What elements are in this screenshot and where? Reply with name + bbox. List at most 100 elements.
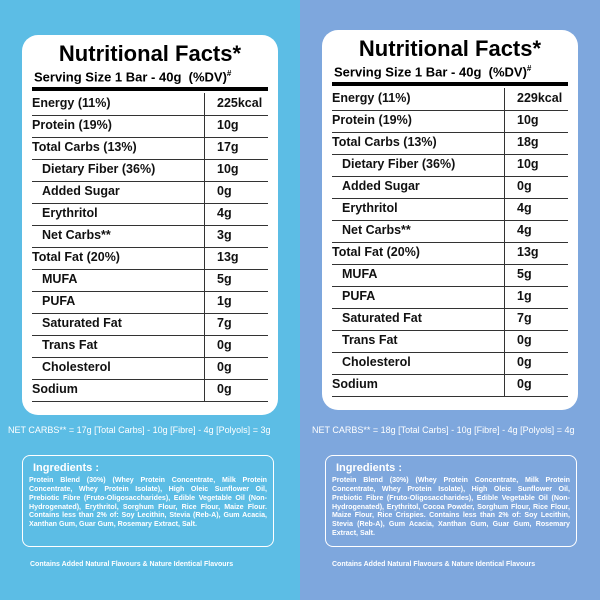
nutrient-row: Energy (11%) 225kcal xyxy=(32,93,268,116)
nutrient-label: PUFA xyxy=(342,289,376,303)
divider xyxy=(332,82,568,86)
nutrient-label: Net Carbs** xyxy=(42,228,111,242)
nutrient-value: 10g xyxy=(517,157,539,171)
nutrient-label: Dietary Fiber (36%) xyxy=(42,162,156,176)
column-divider xyxy=(504,242,505,264)
nutrient-value: 0g xyxy=(517,355,532,369)
footer-note: Contains Added Natural Flavours & Nature… xyxy=(332,561,536,568)
ingredients-title: Ingredients : xyxy=(33,462,100,474)
nutrient-value: 17g xyxy=(217,140,239,154)
column-divider xyxy=(204,203,205,225)
column-divider xyxy=(504,352,505,374)
nutrient-value: 0g xyxy=(517,179,532,193)
net-carbs-formula: NET CARBS** = 17g [Total Carbs] - 10g [F… xyxy=(8,425,271,435)
nutrient-label: Net Carbs** xyxy=(342,223,411,237)
nutrient-value: 7g xyxy=(517,311,532,325)
nutrient-label: Added Sugar xyxy=(42,184,120,198)
nutrient-value: 5g xyxy=(217,272,232,286)
dv-label: (%DV) xyxy=(188,69,227,85)
column-divider xyxy=(204,225,205,247)
column-divider xyxy=(204,181,205,203)
nutrient-row: Total Carbs (13%) 17g xyxy=(32,137,268,160)
column-divider xyxy=(204,137,205,159)
nutrient-value: 4g xyxy=(517,201,532,215)
nutrient-value: 10g xyxy=(217,162,239,176)
footer-note: Contains Added Natural Flavours & Nature… xyxy=(30,561,234,568)
column-divider xyxy=(204,115,205,137)
ingredients-box: Ingredients : Protein Blend (30%) (Whey P… xyxy=(325,455,577,547)
nutrient-value: 0g xyxy=(217,360,232,374)
column-divider xyxy=(504,154,505,176)
panel: Nutritional Facts* Serving Size 1 Bar - 4… xyxy=(0,0,300,600)
column-divider xyxy=(204,247,205,269)
nutrient-label: Erythritol xyxy=(42,206,98,220)
nutrient-label: Total Carbs (13%) xyxy=(332,135,437,149)
ingredients-text: Protein Blend (30%) (Whey Protein Concen… xyxy=(29,476,267,529)
nutrient-value: 18g xyxy=(517,135,539,149)
column-divider xyxy=(504,176,505,198)
dv-label: (%DV) xyxy=(488,64,527,80)
serving-text: Serving Size 1 Bar - 40g xyxy=(34,69,182,85)
column-divider xyxy=(204,93,205,115)
nutrient-label: PUFA xyxy=(42,294,76,308)
nutrient-row: Added Sugar 0g xyxy=(332,176,568,199)
serving-size: Serving Size 1 Bar - 40g (%DV)# xyxy=(34,69,231,84)
nutrient-row: Trans Fat 0g xyxy=(32,335,268,358)
nutrient-row: Dietary Fiber (36%) 10g xyxy=(332,154,568,177)
net-carbs-formula: NET CARBS** = 18g [Total Carbs] - 10g [F… xyxy=(312,425,575,435)
nutrient-row: PUFA 1g xyxy=(32,291,268,314)
nutrient-row: Erythritol 4g xyxy=(32,203,268,226)
column-divider xyxy=(504,88,505,110)
nutrient-row: Sodium 0g xyxy=(32,379,268,402)
nutrient-label: Trans Fat xyxy=(42,338,98,352)
nutrient-value: 7g xyxy=(217,316,232,330)
dv-mark: # xyxy=(226,69,232,78)
nutrient-row: MUFA 5g xyxy=(32,269,268,292)
divider xyxy=(32,87,268,91)
column-divider xyxy=(504,110,505,132)
nutrient-value: 3g xyxy=(217,228,232,242)
nutrient-row: Protein (19%) 10g xyxy=(332,110,568,133)
nutrient-row: Net Carbs** 4g xyxy=(332,220,568,243)
nutrition-card: Nutritional Facts* Serving Size 1 Bar - 4… xyxy=(322,30,578,410)
nutrient-label: Trans Fat xyxy=(342,333,398,347)
dv-mark: # xyxy=(526,64,532,73)
nutrient-value: 0g xyxy=(217,338,232,352)
nutrient-row: Total Fat (20%) 13g xyxy=(32,247,268,270)
nutrient-label: Protein (19%) xyxy=(32,118,112,132)
nutrient-label: Sodium xyxy=(32,382,78,396)
nutrient-label: Dietary Fiber (36%) xyxy=(342,157,456,171)
nutrient-row: Dietary Fiber (36%) 10g xyxy=(32,159,268,182)
nutrient-value: 10g xyxy=(217,118,239,132)
nutrient-value: 0g xyxy=(517,333,532,347)
nutrient-row: Trans Fat 0g xyxy=(332,330,568,353)
nutrient-value: 13g xyxy=(517,245,539,259)
nutrition-card: Nutritional Facts* Serving Size 1 Bar - 4… xyxy=(22,35,278,415)
nutrient-value: 5g xyxy=(517,267,532,281)
nutrient-row: Added Sugar 0g xyxy=(32,181,268,204)
nutrient-label: Saturated Fat xyxy=(342,311,422,325)
nutrient-row: PUFA 1g xyxy=(332,286,568,309)
title: Nutritional Facts* xyxy=(358,36,542,61)
nutrient-value: 225kcal xyxy=(217,96,263,110)
nutrient-value: 0g xyxy=(517,377,532,391)
nutrient-label: Sodium xyxy=(332,377,378,391)
column-divider xyxy=(504,286,505,308)
nutrient-value: 10g xyxy=(517,113,539,127)
serving-size: Serving Size 1 Bar - 40g (%DV)# xyxy=(334,64,531,79)
nutrient-label: Cholesterol xyxy=(42,360,111,374)
nutrient-row: Net Carbs** 3g xyxy=(32,225,268,248)
nutrient-value: 229kcal xyxy=(517,91,563,105)
nutrient-value: 13g xyxy=(217,250,239,264)
nutrient-label: Total Fat (20%) xyxy=(32,250,120,264)
ingredients-title: Ingredients : xyxy=(336,462,403,474)
nutrient-row: Cholesterol 0g xyxy=(32,357,268,380)
nutrient-label: Energy (11%) xyxy=(332,91,411,105)
nutrient-value: 0g xyxy=(217,184,232,198)
nutrient-row: MUFA 5g xyxy=(332,264,568,287)
ingredients-text: Protein Blend (30%) (Whey Protein Concen… xyxy=(332,476,570,538)
nutrient-label: Energy (11%) xyxy=(32,96,111,110)
nutrient-label: Protein (19%) xyxy=(332,113,412,127)
column-divider xyxy=(504,330,505,352)
